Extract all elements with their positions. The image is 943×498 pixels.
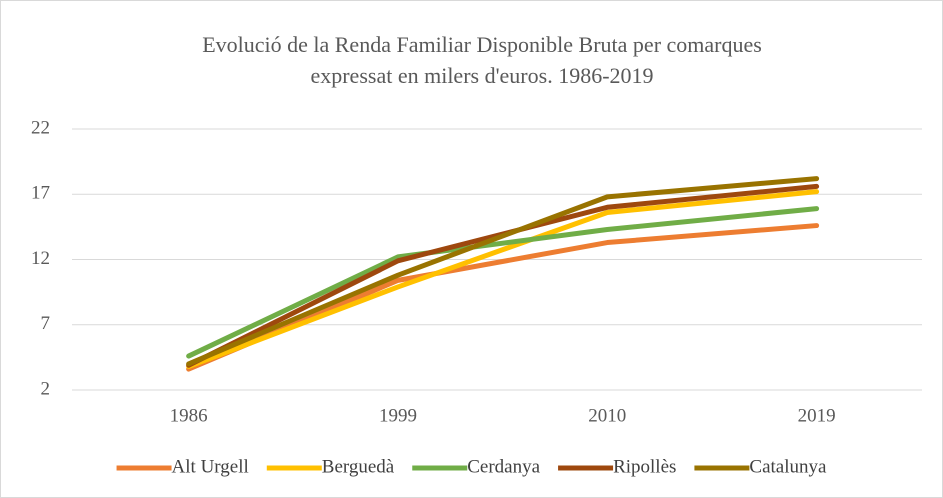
- series-line: [186, 206, 820, 359]
- legend-label: Catalunya: [749, 456, 827, 477]
- legend-label: Berguedà: [322, 456, 395, 477]
- legend-label: Ripollès: [613, 456, 676, 477]
- legend-label: Alt Urgell: [172, 456, 249, 477]
- legend-label: Cerdanya: [467, 456, 540, 477]
- y-tick-label: 12: [31, 248, 50, 269]
- series-line: [186, 176, 820, 367]
- y-tick-label: 17: [31, 183, 50, 204]
- x-tick-label: 1999: [379, 405, 417, 426]
- y-tick-label: 2: [41, 378, 51, 399]
- y-tick-label: 22: [31, 117, 50, 138]
- x-tick-label: 1986: [170, 405, 208, 426]
- x-tick-label: 2010: [588, 405, 626, 426]
- series-line: [186, 189, 820, 370]
- chart-title: expressat en milers d'euros. 1986-2019: [310, 63, 653, 88]
- chart-title: Evolució de la Renda Familiar Disponible…: [202, 32, 762, 57]
- x-tick-label: 2019: [798, 405, 836, 426]
- y-tick-label: 7: [41, 313, 51, 334]
